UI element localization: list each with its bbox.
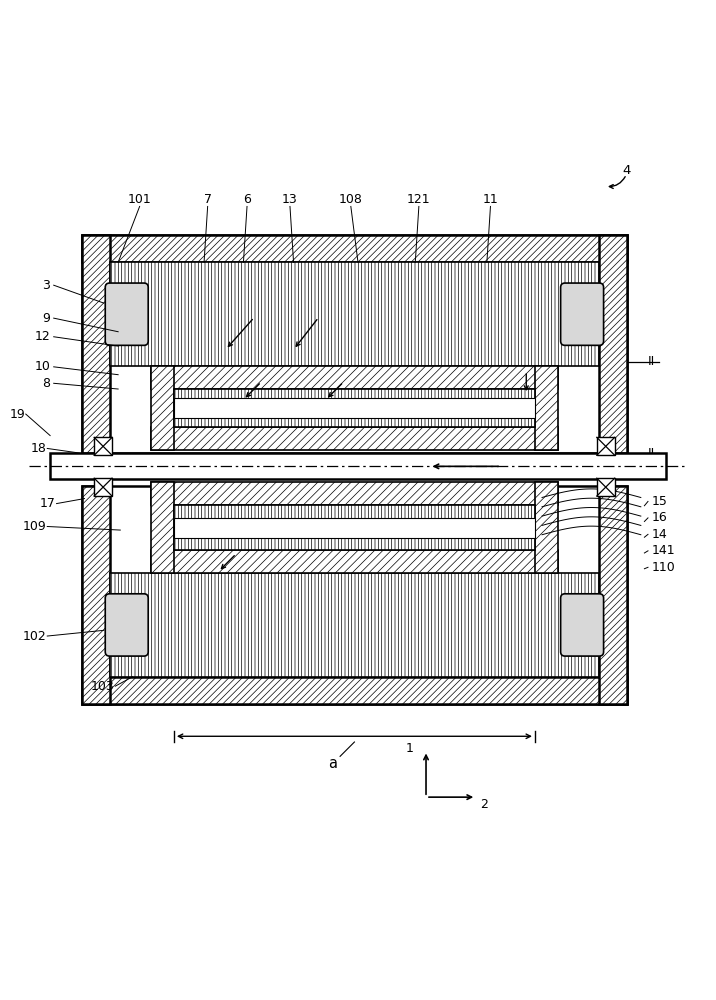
Text: a: a — [329, 756, 337, 771]
Text: 19: 19 — [9, 408, 25, 421]
Bar — [151, 482, 174, 573]
Bar — [151, 482, 558, 505]
Bar — [597, 478, 614, 496]
Text: 109: 109 — [23, 520, 47, 533]
Text: 17: 17 — [40, 497, 56, 510]
FancyBboxPatch shape — [561, 283, 604, 345]
Text: II: II — [648, 355, 655, 368]
Text: 9: 9 — [42, 312, 50, 325]
Text: 16: 16 — [652, 511, 667, 524]
Text: 14: 14 — [652, 528, 667, 541]
Bar — [151, 427, 558, 450]
Text: 101: 101 — [127, 193, 152, 206]
Text: 18: 18 — [31, 442, 47, 455]
Bar — [110, 262, 599, 366]
Bar — [50, 453, 666, 479]
Text: 103: 103 — [91, 680, 115, 693]
Text: 4: 4 — [622, 164, 631, 177]
Bar — [174, 505, 535, 550]
Text: 110: 110 — [652, 561, 675, 574]
Bar — [82, 486, 626, 704]
FancyBboxPatch shape — [105, 283, 148, 345]
Text: 12: 12 — [34, 330, 50, 343]
Text: 102: 102 — [23, 630, 47, 643]
Text: 6: 6 — [243, 193, 251, 206]
Text: 8: 8 — [42, 377, 50, 390]
Text: 3: 3 — [42, 279, 50, 292]
Bar — [95, 437, 112, 455]
Text: 7: 7 — [203, 193, 212, 206]
Bar — [82, 235, 626, 453]
Bar — [599, 235, 626, 453]
Text: 10: 10 — [34, 360, 50, 373]
Bar — [82, 486, 110, 704]
Bar — [597, 437, 614, 455]
Text: 13: 13 — [282, 193, 298, 206]
Text: 141: 141 — [652, 544, 675, 557]
Bar — [174, 518, 535, 538]
Bar — [151, 550, 558, 573]
Bar — [174, 389, 535, 427]
Bar — [95, 478, 112, 496]
Text: 11: 11 — [483, 193, 498, 206]
Bar — [82, 235, 626, 262]
Bar — [599, 486, 626, 704]
Text: 108: 108 — [339, 193, 363, 206]
Bar — [151, 366, 558, 389]
Text: 121: 121 — [407, 193, 430, 206]
Text: 15: 15 — [652, 495, 667, 508]
Bar — [82, 235, 110, 453]
FancyBboxPatch shape — [105, 594, 148, 656]
Bar — [151, 366, 174, 450]
Text: 1: 1 — [405, 742, 413, 755]
Bar — [82, 677, 626, 704]
FancyBboxPatch shape — [561, 594, 604, 656]
Bar — [174, 398, 535, 418]
Text: II: II — [648, 447, 655, 460]
Text: 2: 2 — [480, 798, 488, 811]
Bar — [535, 482, 558, 573]
Bar — [535, 366, 558, 450]
Bar — [110, 573, 599, 677]
